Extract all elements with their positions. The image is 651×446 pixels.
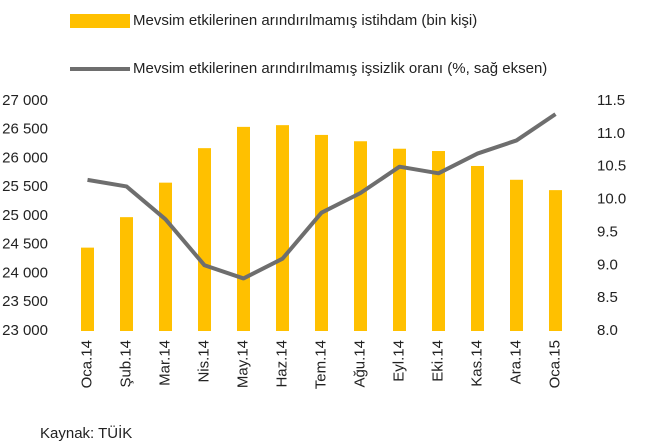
x-tick-label: Nis.14	[195, 340, 212, 383]
y-tick-label: 25 500	[2, 178, 48, 195]
bar	[471, 165, 484, 331]
legend-label: Mevsim etkilerinen arındırılmamış işsizl…	[133, 60, 547, 77]
x-tick-label: May.14	[234, 340, 251, 388]
x-tick-label: Eki.14	[429, 340, 446, 382]
bar	[237, 126, 250, 331]
y-tick-label: 26 500	[2, 121, 48, 138]
y2-tick-label: 9.0	[597, 256, 618, 273]
x-tick-label: Oca.15	[546, 340, 563, 388]
x-tick-label: Tem.14	[312, 340, 329, 389]
y-tick-label: 24 000	[2, 264, 48, 281]
bar	[549, 190, 562, 331]
x-tick-label: Şub.14	[117, 340, 134, 388]
y2-tick-label: 11.0	[597, 125, 625, 142]
y-tick-label: 27 000	[2, 92, 48, 109]
y-tick-label: 24 500	[2, 236, 48, 253]
x-tick-label: Eyl.14	[390, 340, 407, 382]
bar	[198, 148, 211, 331]
y-tick-label: 26 000	[2, 149, 48, 166]
bar	[120, 217, 133, 331]
source-note: Kaynak: TÜİK	[40, 424, 132, 442]
x-tick-label: Haz.14	[273, 340, 290, 388]
line	[87, 112, 557, 281]
x-tick-label: Kas.14	[468, 340, 485, 387]
x-tick-label: Mar.14	[156, 340, 173, 386]
y2-tick-label: 10.0	[597, 191, 626, 208]
y-tick-label: 23 000	[2, 322, 48, 339]
y2-tick-label: 9.5	[597, 223, 618, 240]
y2-tick-label: 10.5	[597, 158, 626, 175]
y2-tick-label: 8.5	[597, 289, 618, 306]
x-tick-label: Ağu.14	[351, 340, 368, 388]
legend-swatch	[70, 14, 130, 28]
x-tick-label: Ara.14	[507, 340, 524, 384]
x-tick-label: Oca.14	[78, 340, 95, 388]
bar	[393, 148, 406, 331]
y2-tick-label: 8.0	[597, 322, 618, 339]
y-tick-label: 25 000	[2, 207, 48, 224]
bar	[276, 125, 289, 332]
y2-tick-label: 11.5	[597, 92, 625, 109]
bar	[354, 141, 367, 331]
bar	[432, 151, 445, 331]
bar	[510, 179, 523, 331]
bar	[81, 247, 94, 331]
legend-label: Mevsim etkilerinen arındırılmamış istihd…	[133, 12, 477, 29]
bar	[159, 182, 172, 331]
y-tick-label: 23 500	[2, 293, 48, 310]
bar	[315, 134, 328, 331]
